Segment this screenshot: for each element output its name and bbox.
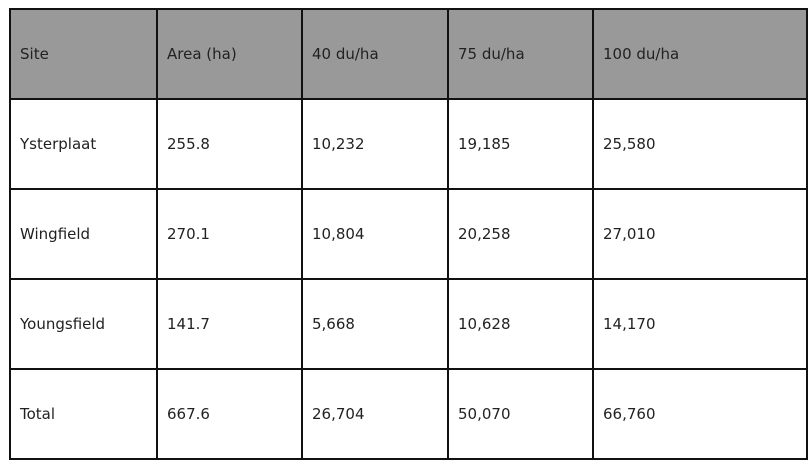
table-cell: 14,170: [592, 278, 808, 370]
header-cell: Area (ha): [156, 8, 303, 100]
table-row: Total 667.6 26,704 50,070 66,760: [9, 368, 808, 460]
table-cell: Youngsfield: [9, 278, 158, 370]
table-row: Ysterplaat 255.8 10,232 19,185 25,580: [9, 98, 808, 190]
table-cell: 10,628: [447, 278, 594, 370]
table-cell: Ysterplaat: [9, 98, 158, 190]
header-cell: 100 du/ha: [592, 8, 808, 100]
data-table: Site Area (ha) 40 du/ha 75 du/ha 100 du/…: [9, 8, 808, 460]
table-cell: Wingfield: [9, 188, 158, 280]
header-cell: 40 du/ha: [301, 8, 449, 100]
table-cell: 10,804: [301, 188, 449, 280]
table-row: Wingfield 270.1 10,804 20,258 27,010: [9, 188, 808, 280]
table-cell: 27,010: [592, 188, 808, 280]
table-cell: 25,580: [592, 98, 808, 190]
table-cell: 667.6: [156, 368, 303, 460]
table-cell: 270.1: [156, 188, 303, 280]
table-cell: 5,668: [301, 278, 449, 370]
table-cell: 66,760: [592, 368, 808, 460]
header-row: Site Area (ha) 40 du/ha 75 du/ha 100 du/…: [9, 8, 808, 100]
table-cell: 10,232: [301, 98, 449, 190]
header-cell: Site: [9, 8, 158, 100]
table-cell: 255.8: [156, 98, 303, 190]
table-cell: 50,070: [447, 368, 594, 460]
table-row: Youngsfield 141.7 5,668 10,628 14,170: [9, 278, 808, 370]
table-cell: 26,704: [301, 368, 449, 460]
table-cell: 141.7: [156, 278, 303, 370]
table-cell: 20,258: [447, 188, 594, 280]
header-cell: 75 du/ha: [447, 8, 594, 100]
table-cell: 19,185: [447, 98, 594, 190]
table-cell: Total: [9, 368, 158, 460]
